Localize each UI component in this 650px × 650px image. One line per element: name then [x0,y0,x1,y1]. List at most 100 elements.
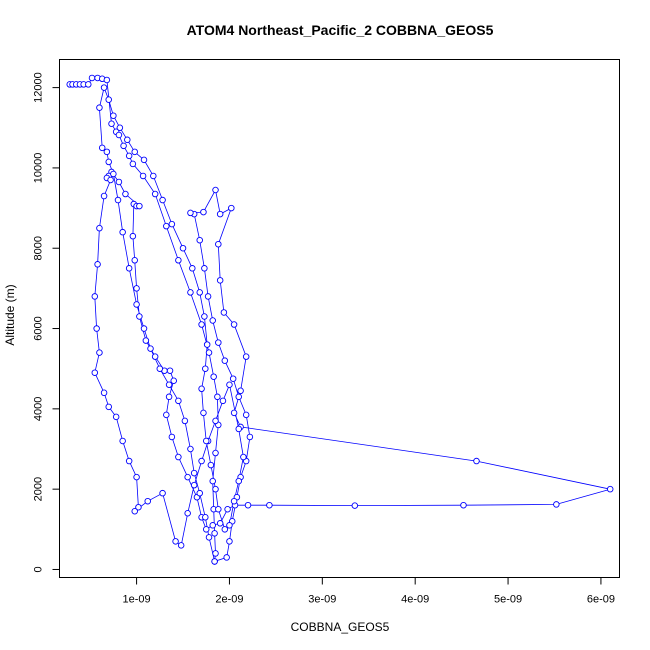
data-point [224,505,231,513]
data-point [156,365,164,372]
y-tick-label: 12000 [33,72,45,103]
data-point [214,393,221,401]
y-tick-label: 8000 [33,236,45,260]
data-point [235,425,242,433]
data-point [198,321,205,328]
data-point [211,558,218,565]
series-layer [66,74,614,565]
data-point [175,257,182,264]
data-point [200,409,207,417]
data-point [115,178,123,186]
data-point [122,190,129,198]
y-tick-label: 6000 [33,316,45,340]
data-point [124,136,131,144]
data-point [125,152,133,160]
data-point [91,293,99,300]
data-point [139,172,147,180]
data-point [235,477,242,485]
data-point [136,313,143,320]
data-point [96,349,103,356]
data-point [105,403,112,411]
data-point [119,437,126,445]
data-point [179,244,187,252]
data-point [100,84,108,91]
data-point [202,437,210,445]
data-point [230,497,238,505]
data-point [165,381,173,389]
data-point [110,112,117,119]
data-point [170,377,177,384]
data-point [215,505,222,513]
data-point [91,369,99,376]
data-point [131,148,138,156]
data-point [166,367,174,374]
data-point [473,457,480,465]
data-point [96,224,103,232]
data-point [226,538,233,545]
data-point [142,337,150,344]
data-point [100,389,108,397]
y-tick-label: 4000 [33,397,45,421]
data-point [223,554,230,561]
series-line [69,77,611,562]
data-point [163,411,170,419]
plot-frame [59,59,620,578]
x-tick-label: 6e-09 [587,594,615,606]
data-point [216,210,224,218]
data-point [112,413,120,421]
data-point [220,309,228,316]
data-point [103,148,111,156]
data-point [159,196,166,204]
data-point [221,357,229,364]
data-point [200,208,207,216]
data-point [116,124,124,132]
data-point [165,393,173,401]
data-point [215,339,222,346]
x-axis-label: COBBNA_GEOS5 [291,620,390,634]
data-point [205,349,213,356]
data-point [150,172,157,180]
data-point [133,285,140,292]
data-point [163,222,170,230]
data-point [212,485,219,493]
data-point [187,289,194,296]
data-point [94,261,101,268]
data-point [115,131,123,139]
data-point [228,204,235,212]
x-tick-label: 5e-09 [494,594,522,606]
data-point [107,176,114,184]
data-point [204,293,212,300]
data-point [229,375,237,382]
data-point [147,345,154,352]
data-point [216,277,224,284]
y-tick-label: 2000 [33,477,45,501]
data-point [184,510,191,517]
data-point [187,209,194,217]
data-point [133,473,140,481]
data-point [203,341,211,348]
data-point [196,489,203,497]
data-point [129,232,137,240]
x-tick-label: 4e-09 [401,594,429,606]
data-point [100,192,108,200]
data-point [103,76,111,84]
data-point [114,196,122,204]
data-point [136,202,143,210]
data-point [211,530,218,537]
data-point [230,321,238,328]
data-point [105,96,112,103]
data-point [133,301,140,308]
data-point [460,501,467,509]
data-point [131,507,138,515]
data-point [212,550,219,557]
data-point [144,497,151,505]
data-point [212,449,219,457]
data-point [202,365,209,372]
data-point [209,522,216,529]
data-point [159,489,166,497]
data-point [216,520,224,527]
data-point [93,325,100,332]
data-point [202,514,209,521]
data-point [168,220,176,228]
data-point [190,469,198,477]
